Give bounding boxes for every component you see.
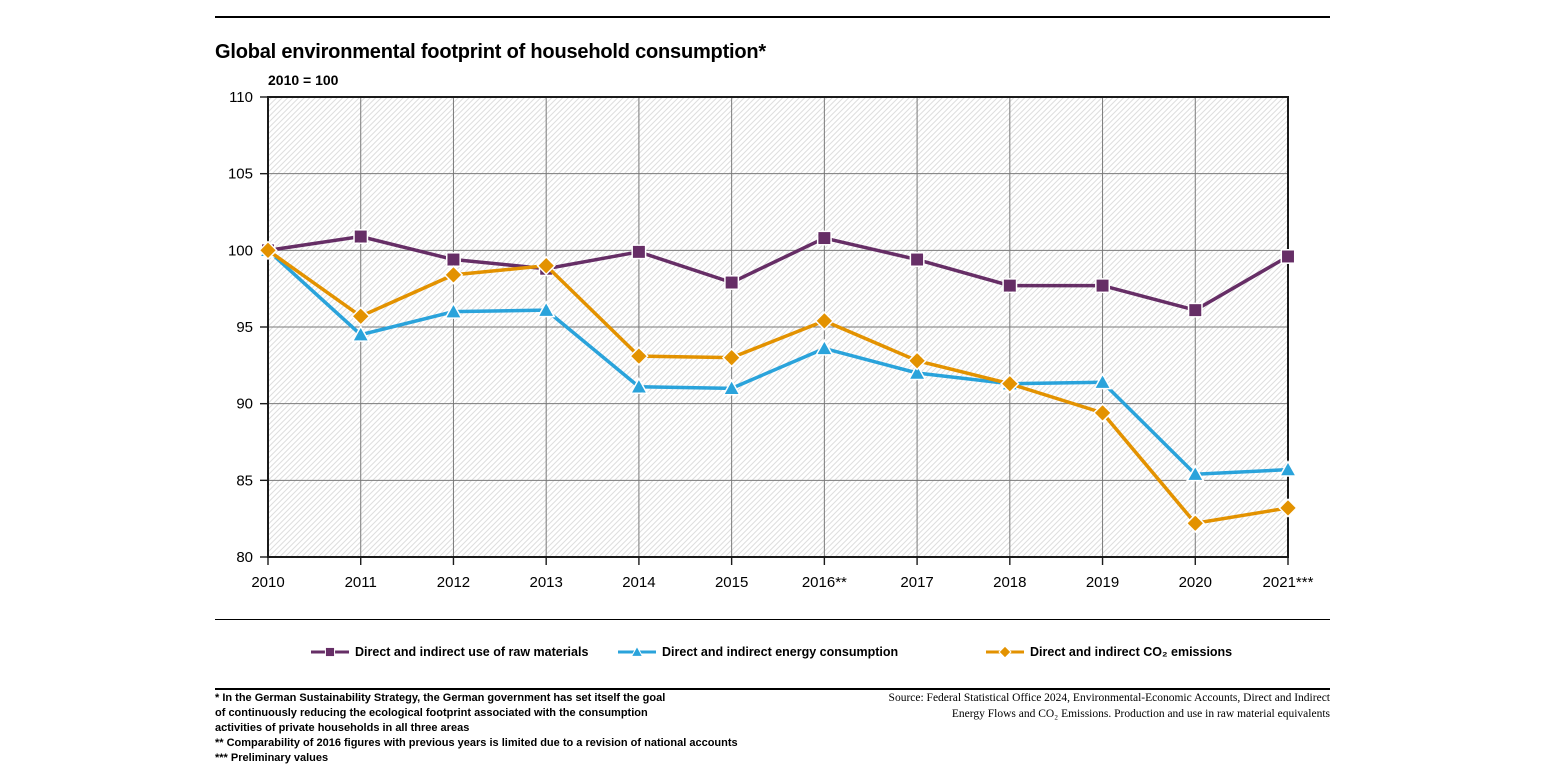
legend-label: Direct and indirect use of raw materials bbox=[355, 645, 589, 659]
svg-text:80: 80 bbox=[236, 549, 253, 566]
svg-text:2021***: 2021*** bbox=[1263, 574, 1314, 591]
footnote-line: ** Comparability of 2016 figures with pr… bbox=[215, 737, 738, 749]
svg-text:2017: 2017 bbox=[900, 574, 933, 591]
page-title: Global environmental footprint of househ… bbox=[215, 41, 767, 64]
series-co2-emissions bbox=[258, 240, 1298, 534]
legend-item-co2-emissions: Direct and indirect CO₂ emissions bbox=[985, 645, 1232, 659]
footnote-line: *** Preliminary values bbox=[215, 752, 329, 764]
source-line: Source: Federal Statistical Office 2024,… bbox=[888, 692, 1330, 704]
footnote-line: activities of private households in all … bbox=[215, 722, 470, 734]
svg-text:2016**: 2016** bbox=[802, 574, 847, 591]
footnote-line: of continuously reducing the ecological … bbox=[215, 707, 648, 719]
source-note: Source: Federal Statistical Office 2024,… bbox=[770, 691, 1330, 722]
svg-text:2012: 2012 bbox=[437, 574, 470, 591]
svg-text:2014: 2014 bbox=[622, 574, 655, 591]
svg-text:2013: 2013 bbox=[529, 574, 562, 591]
svg-text:100: 100 bbox=[228, 242, 253, 259]
top-rule bbox=[215, 16, 1330, 18]
axis-ticks bbox=[260, 96, 1289, 565]
svg-text:2015: 2015 bbox=[715, 574, 748, 591]
footnote-line: * In the German Sustainability Strategy,… bbox=[215, 692, 666, 704]
energy-consumption-triangle-icon bbox=[617, 645, 657, 659]
svg-text:2011: 2011 bbox=[345, 574, 377, 591]
index-base-note: 2010 = 100 bbox=[268, 72, 339, 88]
legend-top-rule bbox=[215, 619, 1330, 620]
co2-emissions-diamond-icon bbox=[985, 645, 1025, 659]
svg-text:85: 85 bbox=[236, 472, 253, 489]
legend-label: Direct and indirect energy consumption bbox=[662, 645, 899, 659]
legend-label: Direct and indirect CO₂ emissions bbox=[1030, 645, 1233, 659]
legend-item-raw-materials: Direct and indirect use of raw materials bbox=[310, 645, 588, 659]
footprint-line-chart: 80 85 90 95 100 105 110 2010 2011 2012 2013 2014 201… bbox=[215, 88, 1340, 603]
source-line: Energy Flows and CO₂ Emissions. Producti… bbox=[951, 707, 1330, 720]
legend-bottom-rule bbox=[215, 688, 1330, 690]
svg-text:95: 95 bbox=[236, 319, 253, 336]
svg-text:2010: 2010 bbox=[251, 574, 284, 591]
footnotes: * In the German Sustainability Strategy,… bbox=[215, 691, 935, 766]
svg-text:90: 90 bbox=[236, 396, 253, 413]
svg-text:2020: 2020 bbox=[1179, 574, 1212, 591]
y-axis-labels: 80 85 90 95 100 105 110 bbox=[228, 89, 253, 566]
svg-text:105: 105 bbox=[228, 166, 253, 183]
raw-materials-square-icon bbox=[310, 645, 350, 659]
series-co2-emissions-markers bbox=[258, 240, 1298, 534]
x-axis-labels: 2010 2011 2012 2013 2014 2015 2016** 2017 2018 20… bbox=[251, 574, 1313, 591]
svg-text:110: 110 bbox=[229, 89, 253, 106]
legend-item-energy-consumption: Direct and indirect energy consumption bbox=[617, 645, 898, 659]
svg-text:2019: 2019 bbox=[1086, 574, 1119, 591]
svg-text:2018: 2018 bbox=[993, 574, 1026, 591]
